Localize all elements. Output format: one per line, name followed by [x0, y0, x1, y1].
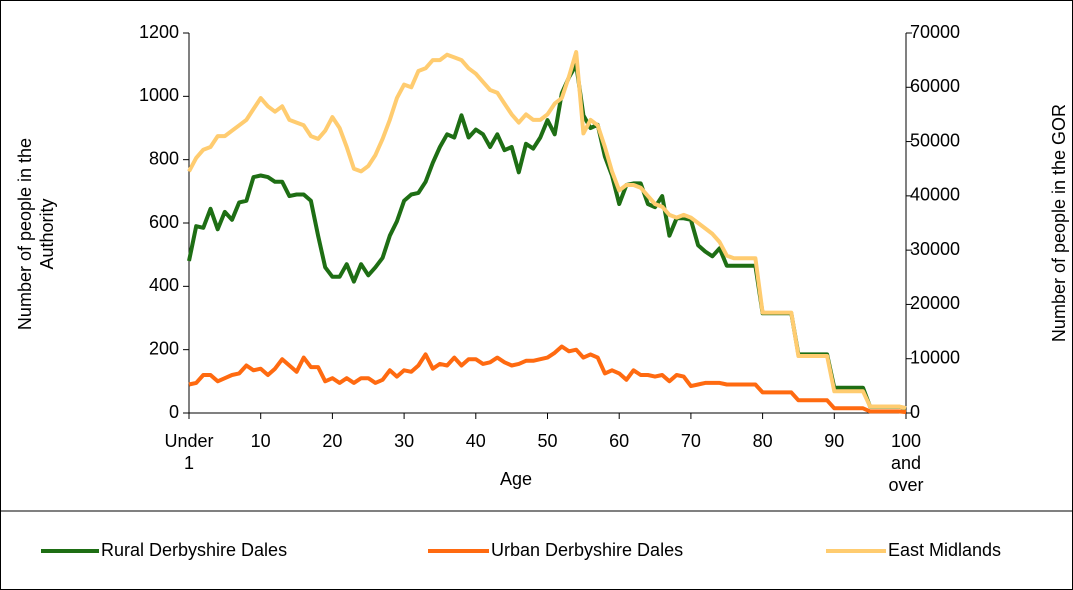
- y2-tick-label: 30000: [910, 239, 960, 259]
- x-tick-label: 30: [394, 431, 415, 451]
- x-tick-label: 80: [752, 431, 773, 451]
- y-tick-label: 0: [169, 402, 179, 422]
- y2-tick-label: 40000: [910, 185, 960, 205]
- x-tick-label: 20: [322, 431, 343, 451]
- x-tick-label: 10: [250, 431, 271, 451]
- legend-label: Rural Derbyshire Dales: [101, 540, 287, 560]
- x-tick-label: Under 1: [164, 431, 214, 473]
- x-tick-label: 50: [537, 431, 558, 451]
- y2-axis-label: Number of people in the GOR: [1049, 103, 1069, 343]
- legend-label: East Midlands: [888, 540, 1001, 560]
- y2-tick-label: 20000: [910, 293, 960, 313]
- y-tick-label: 600: [149, 212, 179, 232]
- y-tick-label: 1200: [139, 22, 179, 42]
- y2-tick-label: 0: [910, 402, 920, 422]
- y-tick-label: 800: [149, 148, 179, 168]
- y-tick-label: 400: [149, 275, 179, 295]
- y2-tick-label: 70000: [910, 22, 960, 42]
- y2-tick-label: 50000: [910, 130, 960, 150]
- x-tick-label: 40: [465, 431, 486, 451]
- x-tick-label: 100 and over: [888, 431, 924, 495]
- y-tick-label: 200: [149, 338, 179, 358]
- y2-tick-label: 10000: [910, 347, 960, 367]
- x-tick-label: 70: [680, 431, 701, 451]
- y-tick-label: 1000: [139, 85, 179, 105]
- x-tick-label: 90: [824, 431, 845, 451]
- series-line: [187, 50, 907, 411]
- x-tick-label: 60: [609, 431, 630, 451]
- x-axis-label: Age: [499, 469, 533, 489]
- y2-tick-label: 60000: [910, 76, 960, 96]
- series-line: [188, 344, 907, 415]
- y-axis-label: Number of people in the Authority: [15, 137, 57, 331]
- legend-label: Urban Derbyshire Dales: [491, 540, 683, 560]
